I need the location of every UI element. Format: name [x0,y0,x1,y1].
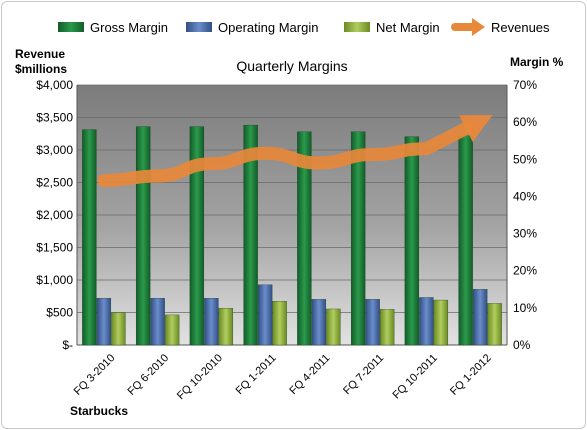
bar-net-margin [218,308,234,346]
bar-gross-margin [189,126,205,346]
x-tick-label: FQ 1-2012 [448,352,494,398]
legend-label-revenues: Revenues [491,20,550,35]
revenues-line [97,122,473,188]
y-tick-label: $500 [46,306,73,320]
bar-net-margin [433,299,449,346]
y2-tick-label: 70% [513,78,537,92]
bar-gross-margin [458,135,473,346]
bar-gross-margin [243,124,258,346]
chart-title: Quarterly Margins [236,58,347,74]
y-tick-label: $2,500 [36,176,73,190]
legend-swatch-net-margin [344,22,370,32]
bar-operating-margin [257,284,273,346]
bar-net-margin [326,308,341,346]
bar-net-margin [379,309,395,346]
bar-net-margin [164,314,180,346]
legend-label-operating-margin: Operating Margin [218,20,318,35]
y2-tick-label: 0% [513,338,531,352]
y2-tick-label: 20% [513,264,537,278]
x-tick-label: FQ 3-2010 [72,352,118,398]
x-tick-label: FQ 7-2011 [341,352,386,397]
y-tick-label: $3,000 [36,143,73,157]
y2-tick-label: 60% [513,115,537,129]
legend-label-gross-margin: Gross Margin [90,20,168,35]
legend-arrow-revenues [472,18,485,36]
bar-gross-margin [297,131,312,346]
bar-operating-margin [96,298,112,346]
x-tick-label: FQ 10-2010 [175,352,225,402]
footer-label: Starbucks [70,404,128,418]
bar-operating-margin [204,298,219,346]
bar-operating-margin [311,299,327,346]
y2-tick-label: 10% [513,301,537,315]
bar-net-margin [272,301,287,346]
bar-net-margin [111,312,126,346]
bar-gross-margin [135,126,151,346]
bar-operating-margin [150,298,165,346]
y-tick-label: $2,000 [36,208,73,222]
y2-tick-label: 30% [513,227,537,241]
x-tick-label: FQ 10-2011 [391,352,440,401]
bar-gross-margin [350,131,366,346]
legend-swatch-operating-margin [186,22,212,32]
bar-gross-margin [82,129,97,346]
bar-operating-margin [472,289,488,346]
y-tick-label: $1,000 [36,273,73,287]
bar-net-margin [487,303,502,346]
y-tick-label: $- [62,338,73,352]
bar-operating-margin [365,299,380,346]
revenues-arrowhead [459,115,493,142]
y2-tick-label: 40% [513,189,537,203]
y2-tick-label: 50% [513,152,537,166]
y-tick-label: $4,000 [36,78,73,92]
y-axis-title: Revenue $millions [15,47,67,76]
bar-operating-margin [419,297,434,346]
x-tick-label: FQ 4-2011 [287,352,332,397]
bar-gross-margin [404,136,420,346]
x-tick-label: FQ 1-2011 [234,352,279,397]
y-tick-label: $3,500 [36,111,73,125]
x-tick-label: FQ 6-2010 [126,352,172,398]
legend-swatch-gross-margin [58,22,84,32]
y2-axis-title: Margin % [510,55,564,69]
y-tick-label: $1,500 [36,241,73,255]
legend-label-net-margin: Net Margin [376,20,440,35]
